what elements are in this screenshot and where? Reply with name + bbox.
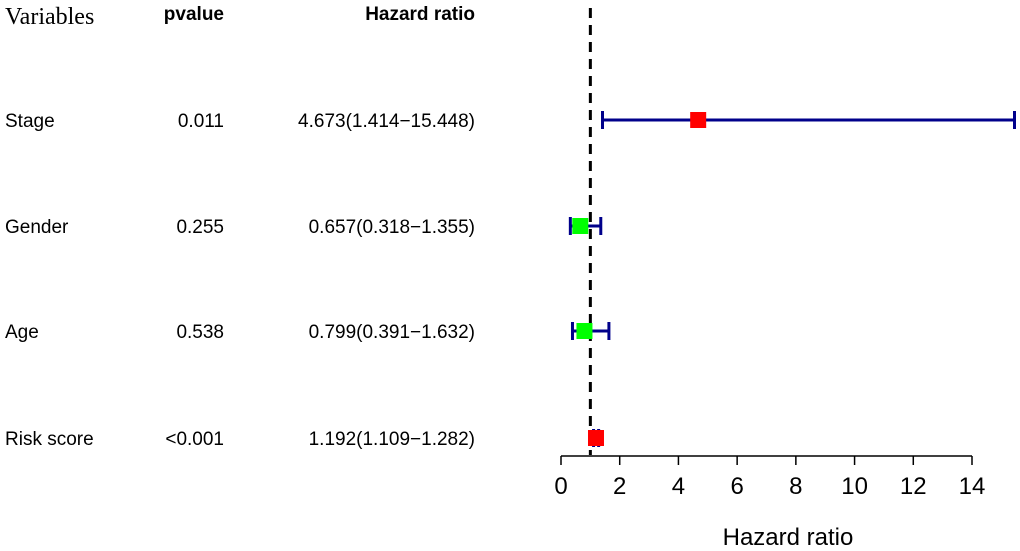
row-variable-label: Gender	[5, 217, 69, 238]
hr-point	[572, 218, 589, 234]
plot-area	[568, 8, 1017, 455]
row-hr-label: 0.657(0.318−1.355)	[309, 217, 475, 238]
row-pvalue-label: <0.001	[165, 429, 224, 450]
row-hr-label: 0.799(0.391−1.632)	[309, 322, 475, 343]
hr-point	[690, 112, 707, 128]
x-tick-label: 14	[959, 473, 986, 500]
header-hazard-ratio: Hazard ratio	[365, 4, 475, 25]
hr-point	[587, 430, 604, 446]
x-tick-label: 6	[730, 473, 743, 500]
x-tick-label: 12	[900, 473, 927, 500]
row-pvalue-label: 0.255	[176, 217, 224, 238]
header-pvalue: pvalue	[164, 4, 224, 25]
row-hr-label: 1.192(1.109−1.282)	[309, 429, 475, 450]
row-variable-label: Risk score	[5, 429, 94, 450]
x-axis: 0 2 4 6 8 10 12 14	[554, 455, 986, 500]
row-variable-label: Stage	[5, 111, 55, 132]
x-tick-label: 10	[841, 473, 868, 500]
x-tick-label: 0	[554, 473, 567, 500]
row-labels: Stage 0.011 4.673(1.414−15.448) Gender 0.255…	[5, 111, 475, 450]
x-tick-label: 4	[672, 473, 685, 500]
x-axis-title: Hazard ratio	[723, 524, 854, 551]
row-pvalue-label: 0.011	[178, 111, 224, 132]
x-tick-label: 8	[789, 473, 802, 500]
row-pvalue-label: 0.538	[176, 322, 224, 343]
header-variables: Variables	[5, 4, 94, 30]
x-tick-label: 2	[613, 473, 626, 500]
row-hr-label: 4.673(1.414−15.448)	[298, 111, 475, 132]
hr-point	[576, 323, 593, 339]
row-variable-label: Age	[5, 322, 39, 343]
